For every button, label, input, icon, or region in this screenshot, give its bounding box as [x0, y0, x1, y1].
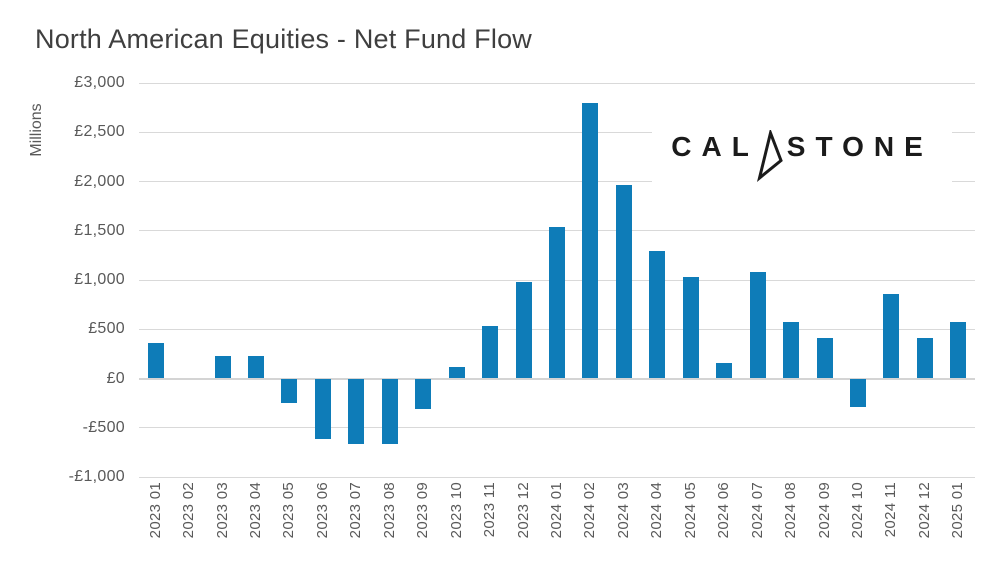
- bar: [415, 378, 432, 410]
- bar: [615, 184, 632, 379]
- x-tick-label: 2023 06: [313, 482, 331, 539]
- bar: [816, 338, 833, 379]
- bar: [515, 282, 532, 379]
- bar: [281, 378, 298, 404]
- x-tick-label: 2024 03: [614, 482, 632, 539]
- bar: [448, 367, 465, 379]
- x-tick-label: 2023 04: [247, 482, 265, 539]
- zero-gridline: [139, 377, 975, 380]
- bar: [549, 226, 565, 379]
- y-tick-label: £3,000: [74, 74, 125, 91]
- x-tick-label: 2023 10: [447, 482, 465, 539]
- x-tick-label: 2023 09: [414, 482, 432, 539]
- bar: [783, 322, 800, 379]
- bar: [482, 326, 499, 379]
- x-tick-label: 2024 01: [548, 482, 565, 539]
- y-tick-label: £2,500: [74, 123, 125, 141]
- bar: [682, 277, 699, 379]
- x-tick-label: 2023 02: [180, 482, 198, 539]
- logo-text-stone: STONE: [786, 131, 933, 162]
- gridline: [139, 427, 975, 429]
- calastone-logo: CAL STONE: [652, 112, 952, 182]
- bar: [248, 355, 265, 379]
- y-tick-label: £2,000: [74, 172, 125, 190]
- calastone-arrow-icon: [756, 130, 783, 182]
- logo-text-cal: CAL: [671, 131, 759, 162]
- gridline: [139, 131, 975, 133]
- bar: [582, 102, 599, 379]
- bar: [147, 343, 164, 379]
- gridline: [139, 181, 975, 182]
- x-tick-label: 2023 12: [514, 482, 532, 539]
- x-tick-label: 2023 05: [280, 482, 298, 539]
- x-tick-label: 2023 11: [481, 482, 499, 538]
- x-tick-label: 2025 01: [949, 482, 967, 539]
- y-tick-label: -£1,000: [68, 468, 125, 485]
- x-tick-label: 2024 10: [848, 482, 866, 539]
- bar: [716, 363, 733, 379]
- x-tick-label: 2024 11: [882, 482, 900, 538]
- x-tick-label: 2023 07: [347, 482, 365, 539]
- x-tick-label: 2024 08: [782, 482, 800, 539]
- bar: [214, 355, 231, 379]
- y-tick-label: -£500: [82, 418, 125, 436]
- x-tick-label: 2024 04: [648, 482, 666, 539]
- x-tick-label: 2024 02: [581, 482, 599, 539]
- bar: [649, 251, 666, 379]
- bar: [314, 378, 331, 439]
- x-tick-label: 2024 12: [915, 482, 933, 539]
- y-tick-label: £1,500: [74, 221, 125, 239]
- x-tick-label: 2024 06: [715, 482, 733, 539]
- x-tick-label: 2024 09: [815, 482, 833, 539]
- x-tick-label: 2024 05: [681, 482, 699, 539]
- bar: [849, 378, 866, 408]
- bar: [749, 271, 766, 379]
- gridline: [139, 82, 975, 84]
- bar: [916, 338, 933, 379]
- x-tick-label: 2023 03: [213, 482, 231, 539]
- gridline: [139, 476, 975, 478]
- y-tick-label: £1,000: [74, 271, 125, 288]
- chart-title: North American Equities - Net Fund Flow: [35, 24, 532, 54]
- bar: [950, 322, 967, 379]
- y-tick-label: £500: [88, 320, 125, 338]
- bar: [381, 378, 398, 444]
- x-tick-label: 2023 08: [380, 482, 398, 539]
- y-tick-label: £0: [106, 369, 125, 387]
- bar: [883, 293, 900, 379]
- x-tick-label: 2024 07: [748, 482, 766, 539]
- bar: [348, 378, 365, 445]
- x-tick-label: 2023 01: [146, 482, 164, 539]
